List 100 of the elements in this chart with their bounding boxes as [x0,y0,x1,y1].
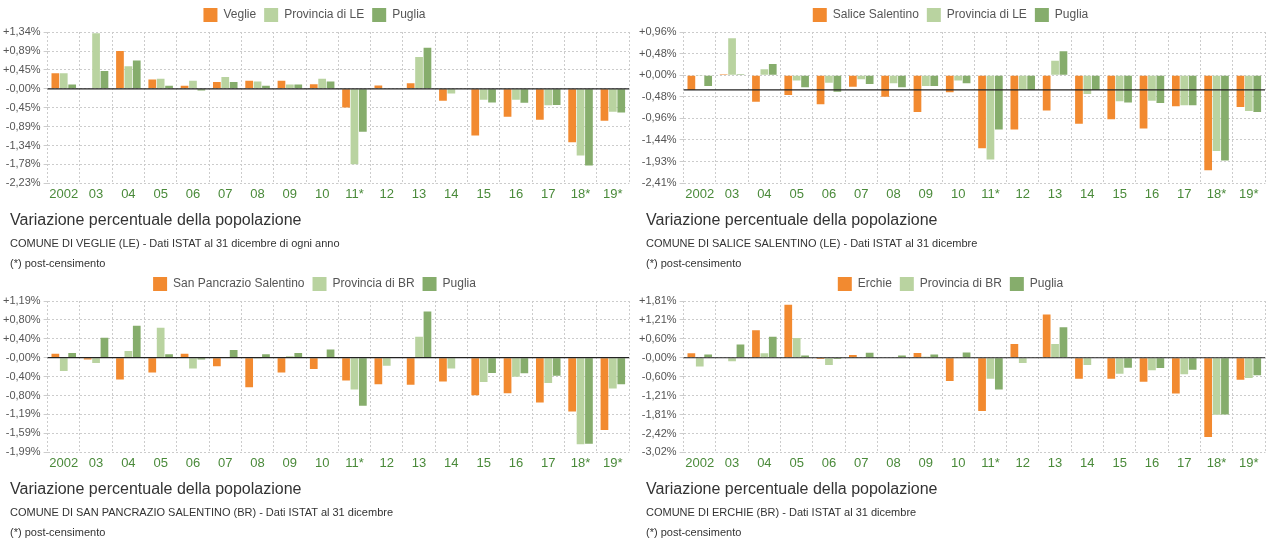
x-tick-label: 05 [789,185,804,201]
text: COMUNE DI VEGLIE (LE) - Dati ISTAT al 31 dicembre di ogni anno [10,237,341,249]
x-tick-label: 03 [88,454,104,470]
x-tick-label: 17 [1177,185,1192,201]
text: (*) post-censimento [646,526,743,538]
x-tick-label: 09 [282,185,298,201]
legend-label: Salice Salentino [832,7,920,22]
x-tick-label: 11* [981,185,1000,201]
y-tick-label: -1,21% [641,388,677,401]
text: (*) post-censimento [646,257,743,269]
x-tick-label: 10 [950,454,966,470]
x-tick-label: 05 [153,454,168,470]
x-tick-label: 14 [1080,185,1095,201]
legend-label: Provincia di LE [284,7,365,22]
y-tick-label: -0,80% [5,388,41,401]
x-tick-label: 19* [1239,185,1259,201]
text: COMUNE DI SAN PANCRAZIO SALENTINO (BR) - Dati ISTAT al 31 dicembre [10,506,395,518]
x-tick-label: 15 [476,454,491,470]
x-tick-label: 04 [757,454,772,470]
y-tick-label: +0,80% [2,312,41,325]
y-tick-label: -2,23% [5,176,41,189]
x-tick-label: 14 [1080,454,1095,470]
legend-label: Puglia [1029,276,1064,291]
x-tick-label: 13 [411,454,427,470]
x-tick-label: 08 [250,454,265,470]
y-tick-label: -1,78% [5,157,41,170]
legend-label: Provincia di BR [919,276,1003,291]
x-tick-label: 2002 [685,454,715,470]
x-tick-label: 11* [345,454,364,470]
text: Variazione percentuale della popolazione [10,480,303,498]
y-tick-label: -0,89% [5,119,41,132]
x-tick-label: 14 [444,454,459,470]
y-tick-label: +0,40% [2,331,41,344]
text: COMUNE DI SALICE SALENTINO (LE) - Dati ISTAT al 31 dicembre [646,237,979,249]
x-tick-label: 16 [508,454,524,470]
x-tick-label: 12 [1015,185,1030,201]
y-tick-label: +0,96% [638,25,677,38]
x-tick-label: 12 [379,185,394,201]
x-tick-label: 15 [1112,185,1127,201]
x-tick-label: 2002 [685,185,715,201]
x-tick-label: 10 [950,185,966,201]
y-tick-label: -0,60% [641,369,677,382]
text: Variazione percentuale della popolazione [646,211,939,229]
x-tick-label: 09 [918,454,934,470]
y-tick-label: +1,21% [638,312,677,325]
x-tick-label: 13 [1047,185,1063,201]
x-tick-label: 18* [570,454,591,470]
y-tick-label: -1,81% [641,407,677,420]
y-tick-label: -0,40% [5,369,41,382]
x-tick-label: 03 [724,454,740,470]
text: Variazione percentuale della popolazione [10,211,303,229]
x-tick-label: 08 [886,185,901,201]
x-tick-label: 11* [981,454,1000,470]
legend-label: Veglie [223,7,257,22]
x-tick-label: 07 [218,454,233,470]
y-tick-label: +0,00% [638,68,677,81]
x-tick-label: 17 [541,454,556,470]
x-tick-label: 07 [218,185,233,201]
x-tick-label: 07 [854,454,869,470]
x-tick-label: 05 [789,454,804,470]
x-tick-label: 16 [1144,185,1160,201]
y-tick-label: -1,44% [641,132,677,145]
x-tick-label: 15 [476,185,491,201]
y-tick-label: -0,00% [641,350,677,363]
x-tick-label: 10 [314,454,330,470]
x-tick-label: 11* [345,185,364,201]
y-tick-label: -1,34% [5,138,41,151]
x-tick-label: 04 [121,454,136,470]
y-tick-label: -2,41% [641,176,677,189]
x-tick-label: 09 [282,454,298,470]
y-tick-label: -1,59% [5,426,41,439]
x-tick-label: 14 [444,185,459,201]
y-tick-label: +1,81% [638,294,677,307]
x-tick-label: 2002 [49,185,79,201]
y-tick-label: -0,00% [5,81,41,94]
x-tick-label: 12 [1015,454,1030,470]
x-tick-label: 18* [1206,185,1227,201]
x-tick-label: 13 [1047,454,1063,470]
x-tick-label: 06 [821,454,837,470]
x-tick-label: 06 [185,454,201,470]
x-tick-label: 19* [603,185,623,201]
x-tick-label: 08 [886,454,901,470]
y-tick-label: -1,93% [641,154,677,167]
x-tick-label: 06 [185,185,201,201]
x-tick-label: 09 [918,185,934,201]
text: (*) post-censimento [10,257,107,269]
x-tick-label: 07 [854,185,869,201]
legend-label: Puglia [392,7,426,22]
y-tick-label: -0,00% [5,350,41,363]
x-tick-label: 05 [153,185,168,201]
x-tick-label: 03 [724,185,740,201]
legend-label: Provincia di BR [332,276,415,291]
legend-label: Erchie [857,276,893,291]
y-tick-label: -3,02% [641,445,677,458]
x-tick-label: 04 [757,185,772,201]
x-tick-label: 18* [1206,454,1227,470]
y-tick-label: -1,99% [5,445,41,458]
x-tick-label: 2002 [49,454,79,470]
text: Variazione percentuale della popolazione [646,480,939,498]
x-tick-label: 06 [821,185,837,201]
